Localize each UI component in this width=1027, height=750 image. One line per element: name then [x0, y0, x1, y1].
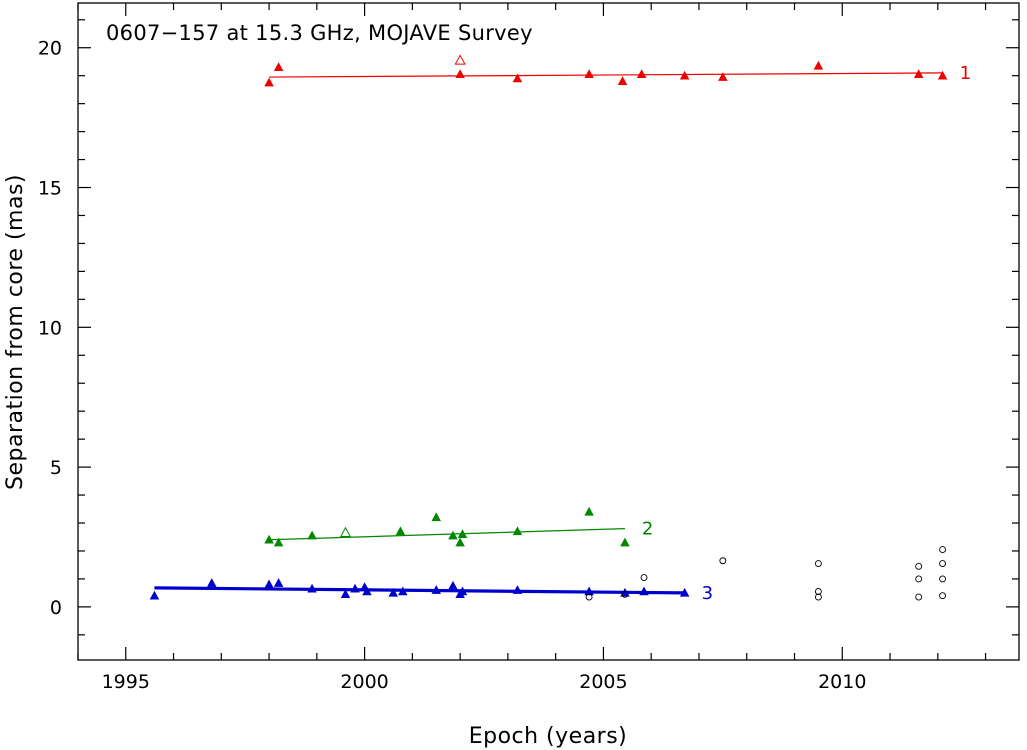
y-axis-title: Separation from core (mas) — [3, 174, 28, 490]
series-label-1: 1 — [960, 63, 971, 84]
fit-lines — [154, 72, 943, 595]
point-series-2 — [455, 537, 465, 547]
fit-line-1 — [269, 72, 943, 78]
point-series-2 — [264, 534, 274, 544]
point-series-2 — [457, 529, 468, 538]
x-tick-label: 2005 — [579, 671, 627, 693]
point-series-3 — [149, 590, 160, 600]
y-tick-label: 15 — [38, 178, 62, 200]
point-series-2 — [273, 537, 284, 547]
x-tick-label: 2000 — [340, 671, 388, 693]
x-tick-label: 2010 — [818, 671, 866, 693]
point-series-3 — [448, 580, 458, 590]
point-series-3 — [388, 587, 399, 597]
point-series-3 — [340, 589, 351, 599]
point-series-3 — [206, 578, 217, 587]
unassigned-point — [939, 592, 947, 600]
point-series-3 — [620, 587, 630, 597]
point-series-1 — [679, 70, 690, 80]
point-series-3 — [512, 585, 523, 594]
point-series-2 — [431, 512, 441, 522]
point-series-3 — [264, 579, 274, 589]
unassigned-point — [585, 593, 593, 601]
point-series-3 — [679, 587, 690, 597]
unassigned-point — [814, 560, 822, 567]
y-tick-label: 10 — [38, 317, 62, 339]
point-series-1 — [718, 72, 728, 81]
fit-line-3 — [154, 586, 685, 595]
x-axis-title: Epoch (years) — [469, 724, 628, 749]
point-series-2 — [584, 506, 594, 516]
open-point-series-1 — [454, 54, 466, 65]
point-series-1 — [636, 69, 647, 79]
unassigned-point — [814, 593, 822, 601]
point-series-3 — [350, 583, 360, 593]
point-series-1 — [455, 69, 465, 79]
series-labels: 1 2 3 — [642, 63, 971, 604]
fit-line-2 — [269, 528, 625, 541]
point-series-2 — [448, 530, 458, 540]
point-series-1 — [273, 62, 284, 72]
point-series-3 — [273, 578, 284, 587]
point-series-1 — [913, 69, 924, 79]
unassigned-point — [939, 546, 947, 554]
point-series-1 — [264, 77, 274, 87]
y-tick-labels: 0 5 10 15 20 — [38, 38, 62, 619]
point-series-3 — [584, 586, 594, 596]
y-tick-label: 0 — [50, 597, 62, 619]
plot-frame — [77, 2, 1020, 661]
point-series-1 — [813, 60, 824, 70]
y-tick-label: 20 — [38, 38, 62, 60]
x-tick-labels: 1995 2000 2005 2010 — [102, 671, 867, 693]
x-tick-label: 1995 — [102, 671, 150, 693]
unassigned-point — [939, 575, 947, 583]
point-series-3 — [362, 586, 372, 596]
point-series-1 — [617, 76, 628, 86]
unassigned-point — [915, 575, 923, 583]
series-label-2: 2 — [642, 519, 653, 540]
point-series-2 — [307, 530, 317, 540]
chart-title: 0607−157 at 15.3 GHz, MOJAVE Survey — [106, 21, 533, 45]
series-label-3: 3 — [702, 583, 713, 604]
unassigned-point — [915, 562, 923, 570]
unassigned-point — [621, 590, 629, 598]
axis-ticks — [77, 3, 1019, 660]
point-series-3 — [307, 583, 317, 593]
point-series-3 — [457, 586, 468, 596]
unassigned-point — [640, 574, 648, 581]
unassigned-point — [719, 557, 727, 565]
unassigned-point — [814, 588, 822, 595]
point-series-3 — [639, 586, 649, 596]
point-series-2 — [620, 537, 630, 547]
unassigned-point — [939, 560, 947, 567]
data-marks — [149, 54, 948, 601]
point-series-3 — [431, 585, 441, 594]
point-series-2 — [395, 526, 406, 536]
point-series-1 — [937, 70, 948, 80]
point-series-1 — [512, 73, 523, 83]
y-tick-label: 5 — [50, 457, 62, 479]
point-series-1 — [584, 69, 594, 79]
point-series-2 — [512, 526, 523, 536]
unassigned-point — [915, 593, 923, 601]
point-series-3 — [398, 586, 408, 596]
open-point-series-2 — [339, 526, 352, 538]
